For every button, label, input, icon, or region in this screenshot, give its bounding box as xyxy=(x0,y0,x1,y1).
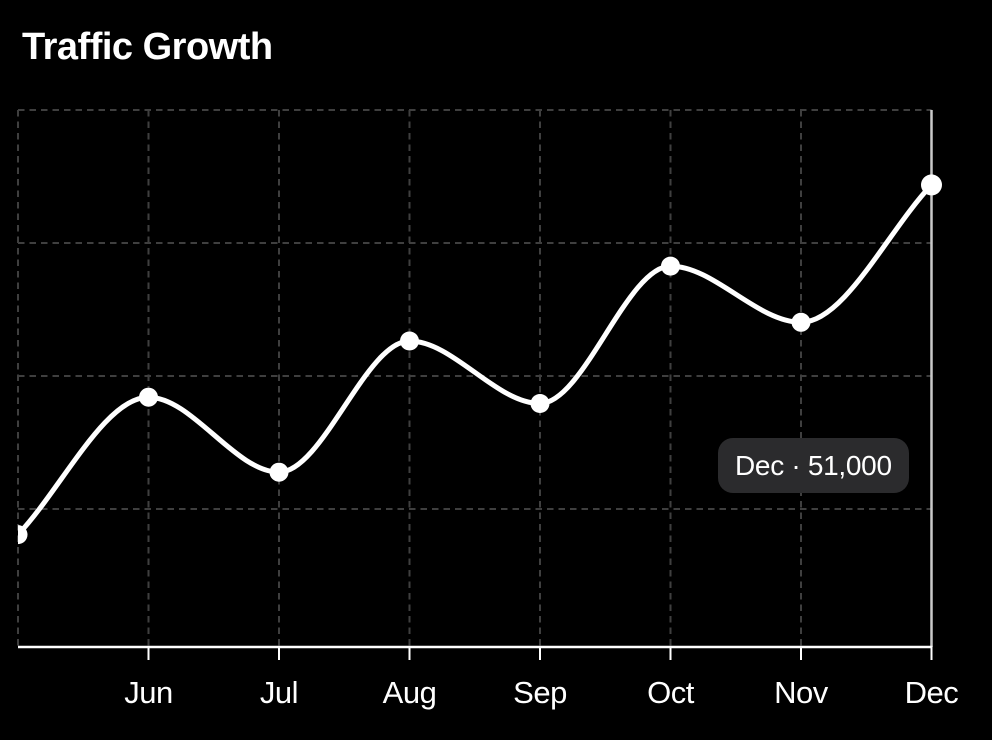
chart-tooltip: Dec · 51,000 xyxy=(718,438,909,493)
x-axis-label: Jun xyxy=(124,675,172,710)
x-axis-label: Jul xyxy=(260,675,298,710)
data-point[interactable] xyxy=(139,387,158,407)
data-point-active[interactable] xyxy=(921,174,942,196)
data-point[interactable] xyxy=(269,462,289,482)
data-point[interactable] xyxy=(530,394,550,413)
chart-title: Traffic Growth xyxy=(22,26,273,68)
data-point[interactable] xyxy=(400,331,419,351)
data-point[interactable] xyxy=(791,312,811,332)
plot-area xyxy=(9,174,942,545)
data-point[interactable] xyxy=(9,525,28,545)
tooltip-text: Dec · 51,000 xyxy=(735,449,892,481)
x-axis-label: Nov xyxy=(774,675,829,710)
data-point[interactable] xyxy=(661,256,680,276)
series-line xyxy=(18,182,934,538)
x-axis-label: Sep xyxy=(513,675,567,710)
x-axis-label: Aug xyxy=(383,675,437,710)
x-axis-label: Oct xyxy=(647,675,695,710)
x-axis-label: Dec xyxy=(905,675,959,710)
